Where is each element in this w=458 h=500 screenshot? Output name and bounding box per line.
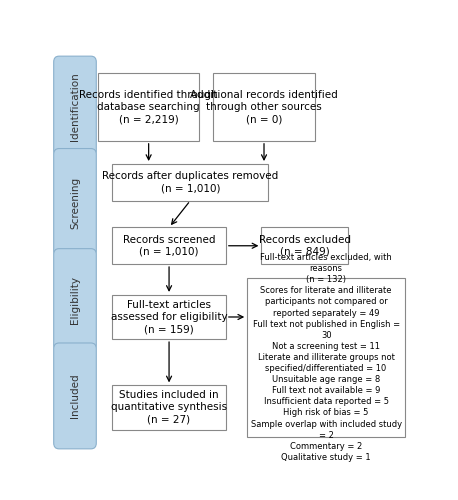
Text: Identification: Identification — [70, 72, 80, 140]
FancyBboxPatch shape — [112, 386, 226, 430]
FancyBboxPatch shape — [54, 56, 96, 156]
Text: Records after duplicates removed
(n = 1,010): Records after duplicates removed (n = 1,… — [102, 171, 278, 194]
FancyBboxPatch shape — [112, 228, 226, 264]
FancyBboxPatch shape — [112, 295, 226, 339]
FancyBboxPatch shape — [98, 74, 199, 141]
FancyBboxPatch shape — [262, 228, 348, 264]
Text: Records screened
(n = 1,010): Records screened (n = 1,010) — [123, 234, 215, 257]
FancyBboxPatch shape — [54, 248, 96, 350]
Text: Eligibility: Eligibility — [70, 276, 80, 324]
FancyBboxPatch shape — [54, 343, 96, 449]
FancyBboxPatch shape — [112, 164, 268, 200]
Text: Included: Included — [70, 374, 80, 418]
Text: Full-text articles
assessed for eligibility
(n = 159): Full-text articles assessed for eligibil… — [111, 300, 227, 334]
Text: Records excluded
(n = 849): Records excluded (n = 849) — [259, 234, 351, 257]
FancyBboxPatch shape — [247, 278, 405, 438]
Text: Studies included in
quantitative synthesis
(n = 27): Studies included in quantitative synthes… — [111, 390, 227, 425]
FancyBboxPatch shape — [213, 74, 315, 141]
FancyBboxPatch shape — [54, 148, 96, 256]
Text: Full-text articles excluded, with
reasons
(n = 132)
Scores for literate and illi: Full-text articles excluded, with reason… — [251, 253, 402, 462]
Text: Screening: Screening — [70, 176, 80, 229]
Text: Additional records identified
through other sources
(n = 0): Additional records identified through ot… — [190, 90, 338, 124]
Text: Records identified through
database searching
(n = 2,219): Records identified through database sear… — [79, 90, 218, 124]
